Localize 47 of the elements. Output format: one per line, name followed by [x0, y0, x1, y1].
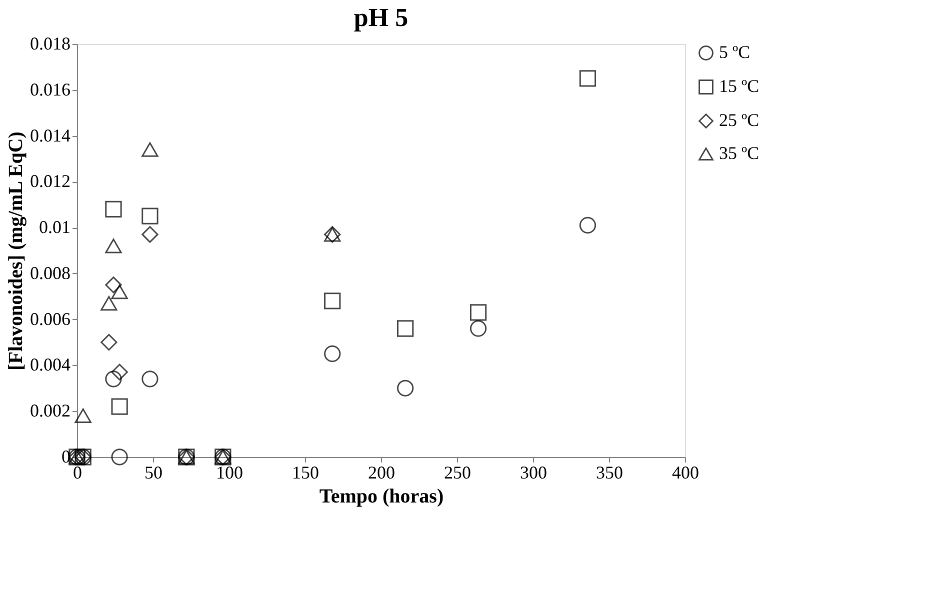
point	[105, 370, 122, 388]
legend-label: 35 ºC	[719, 143, 760, 163]
y-axis-title: [Flavonoides] (mg/mL EqC)	[5, 132, 27, 370]
y-tick-label: 0.014	[30, 125, 70, 146]
point	[396, 380, 414, 396]
x-tick-label: 300	[520, 462, 547, 482]
point	[324, 292, 341, 310]
y-tick-label: 0.004	[30, 354, 70, 375]
y-tick-label: 0.012	[30, 171, 70, 192]
point	[470, 320, 487, 337]
point	[111, 284, 128, 300]
point	[396, 320, 414, 337]
point	[142, 142, 158, 157]
chart-title: pH 5	[354, 3, 408, 32]
x-tick-label: 400	[672, 462, 699, 482]
point	[111, 398, 128, 415]
y-tick-label: 0.008	[30, 262, 70, 283]
point	[105, 200, 122, 218]
x-tick-label: 50	[144, 462, 162, 482]
x-tick-label: 250	[444, 462, 471, 482]
x-tick-label: 200	[368, 462, 395, 482]
legend-label: 15 ºC	[719, 76, 760, 96]
x-tick-label: 350	[596, 462, 623, 482]
point	[100, 296, 118, 311]
y-tick-label: 0.018	[30, 34, 70, 54]
point	[105, 238, 122, 254]
point	[579, 70, 596, 87]
y-tick-label: 0.016	[30, 79, 70, 100]
x-tick-label: 150	[292, 462, 319, 482]
y-tick-label: 0.006	[30, 308, 70, 329]
point	[74, 408, 92, 424]
point	[142, 208, 158, 224]
point	[470, 304, 487, 321]
y-tick-label: 0.01	[39, 217, 70, 238]
point	[324, 345, 341, 362]
x-tick-label: 100	[216, 462, 243, 482]
point	[100, 334, 118, 351]
y-tick-label: 0.002	[30, 400, 70, 421]
point	[142, 370, 158, 388]
legend-label: 5 ºC	[719, 42, 750, 62]
x-axis-title: Tempo (horas)	[319, 486, 444, 508]
point	[579, 216, 596, 234]
point	[142, 226, 158, 243]
point	[105, 276, 122, 294]
legend-label: 25 ºC	[719, 110, 760, 130]
point	[111, 448, 128, 466]
point	[111, 364, 128, 380]
